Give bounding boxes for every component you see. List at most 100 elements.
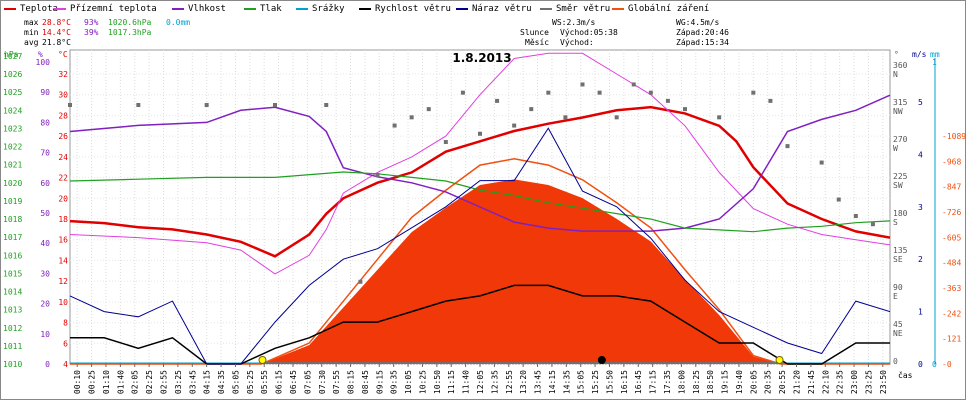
wind-tick-label: 1 <box>918 308 923 317</box>
series-line <box>69 94 891 232</box>
x-tick-label: 05:05 <box>231 370 240 394</box>
x-tick-label: 01:40 <box>116 370 125 394</box>
x-tick-label: 11:15 <box>447 370 456 394</box>
legend-item: Rychlost větru <box>359 3 451 15</box>
x-tick-label: 18:25 <box>692 370 701 394</box>
dir-tick-label: S <box>893 218 898 227</box>
hpa-tick-label: 1021 <box>3 161 22 170</box>
dir-tick-label: NE <box>893 329 903 338</box>
temp-tick-label: 4 <box>63 360 68 369</box>
wind-speed-avg: WS:2.3m/s <box>552 18 596 27</box>
dir-tick-label: 270 <box>893 135 908 144</box>
x-axis-unit: čas <box>898 370 913 380</box>
x-tick-label: 20:05 <box>749 370 758 394</box>
stats-max-label: max <box>24 18 39 27</box>
pct-tick-label: 0 <box>45 360 50 369</box>
wind-direction-point <box>648 90 653 95</box>
temp-tick-label: 6 <box>63 339 68 348</box>
x-tick-label: 12:05 <box>476 370 485 394</box>
radiation-series <box>70 158 890 365</box>
x-tick-label: 10:05 <box>404 370 413 394</box>
dir-tick-label: 315 <box>893 98 908 107</box>
stats-avg-label: avg <box>24 38 39 47</box>
sunset: Západ:20:46 <box>676 28 729 37</box>
x-tick-label: 20:55 <box>778 370 787 394</box>
rad-tick-label: -605 <box>942 233 961 242</box>
pct-axis-label: % <box>38 50 43 59</box>
legend-label: Globální záření <box>628 4 710 14</box>
legend-swatch <box>54 8 66 10</box>
sunrise: Východ:05:38 <box>560 28 618 37</box>
legend-label: Rychlost větru <box>375 4 451 14</box>
hpa-tick-label: 1017 <box>3 233 22 242</box>
x-tick-label: 01:10 <box>102 370 111 394</box>
pct-tick-label: 90 <box>40 88 50 97</box>
dir-axis-label: ° <box>894 50 899 59</box>
moonset: Západ:15:34 <box>676 38 729 47</box>
rad-tick-label: -0 <box>942 360 952 369</box>
x-tick-label: 04:35 <box>217 370 226 394</box>
pct-tick-label: 100 <box>36 58 51 67</box>
wind-direction-point <box>136 103 141 107</box>
dir-tick-label: 135 <box>893 246 908 255</box>
temp-tick-label: 16 <box>58 236 68 245</box>
pct-tick-label: 60 <box>40 179 50 188</box>
wind-direction-point <box>751 90 756 95</box>
wind-direction-point <box>443 140 448 144</box>
x-tick-label: 05:25 <box>246 370 255 394</box>
x-tick-label: 14:35 <box>562 370 571 394</box>
hpa-tick-label: 1010 <box>3 360 22 369</box>
rad-tick-label: -363 <box>942 284 961 293</box>
stats-max-temp: 28.8°C <box>42 18 71 27</box>
pct-tick-label: 50 <box>40 209 50 218</box>
wind-tick-label: 5 <box>918 98 923 107</box>
legend-label: Vlhkost <box>188 4 226 14</box>
wind-direction-point <box>717 115 722 120</box>
rain-axis-label: mm <box>930 50 940 59</box>
radiation-area <box>70 179 890 364</box>
wind-direction-point <box>597 90 602 95</box>
hpa-tick-label: 1020 <box>3 179 22 188</box>
wind-direction-point <box>495 98 500 103</box>
temp-tick-label: 30 <box>58 91 68 100</box>
x-tick-label: 13:20 <box>519 370 528 394</box>
hpa-tick-label: 1016 <box>3 251 22 260</box>
legend-item: Náraz větru <box>456 3 532 15</box>
hpa-tick-label: 1022 <box>3 143 22 152</box>
wind-direction-point <box>563 115 568 120</box>
stats-min-label: min <box>24 28 39 37</box>
temp-tick-label: 26 <box>58 132 68 141</box>
legend-label: Tlak <box>260 4 282 14</box>
stats-min-temp: 14.4°C <box>42 28 71 37</box>
stats-rain: 0.0mm <box>166 18 191 27</box>
rad-tick-label: -968 <box>942 157 961 166</box>
x-tick-label: 16:15 <box>620 370 629 394</box>
x-tick-label: 20:35 <box>764 370 773 394</box>
x-tick-label: 09:35 <box>390 370 399 394</box>
rad-tick-label: -1089 <box>942 132 966 141</box>
x-tick-label: 10:25 <box>418 370 427 394</box>
x-tick-label: 03:45 <box>188 370 197 394</box>
x-tick-label: 10:50 <box>433 370 442 394</box>
x-tick-label: 06:45 <box>289 370 298 394</box>
pct-tick-label: 30 <box>40 269 50 278</box>
temp-tick-label: 22 <box>58 174 68 183</box>
legend-label: Přízemní teplota <box>70 4 157 14</box>
hpa-tick-label: 1013 <box>3 306 22 315</box>
dir-tick-label: 360 <box>893 61 908 70</box>
rad-tick-label: -121 <box>942 335 961 344</box>
hpa-tick-label: 1027 <box>3 52 22 61</box>
series-line <box>69 171 891 233</box>
x-tick-label: 02:25 <box>145 370 154 394</box>
x-tick-label: 02:05 <box>131 370 140 394</box>
legend-label: Náraz větru <box>472 4 532 14</box>
legend-swatch <box>4 8 16 10</box>
stats-max-press: 1020.6hPa <box>108 18 152 27</box>
chart-title: 1.8.2013 <box>452 51 511 65</box>
legend-swatch <box>540 8 552 10</box>
legend-item: Směr větru <box>540 3 610 15</box>
x-tick-label: 16:45 <box>634 370 643 394</box>
pct-tick-label: 40 <box>40 239 50 248</box>
x-tick-label: 22:35 <box>836 370 845 394</box>
